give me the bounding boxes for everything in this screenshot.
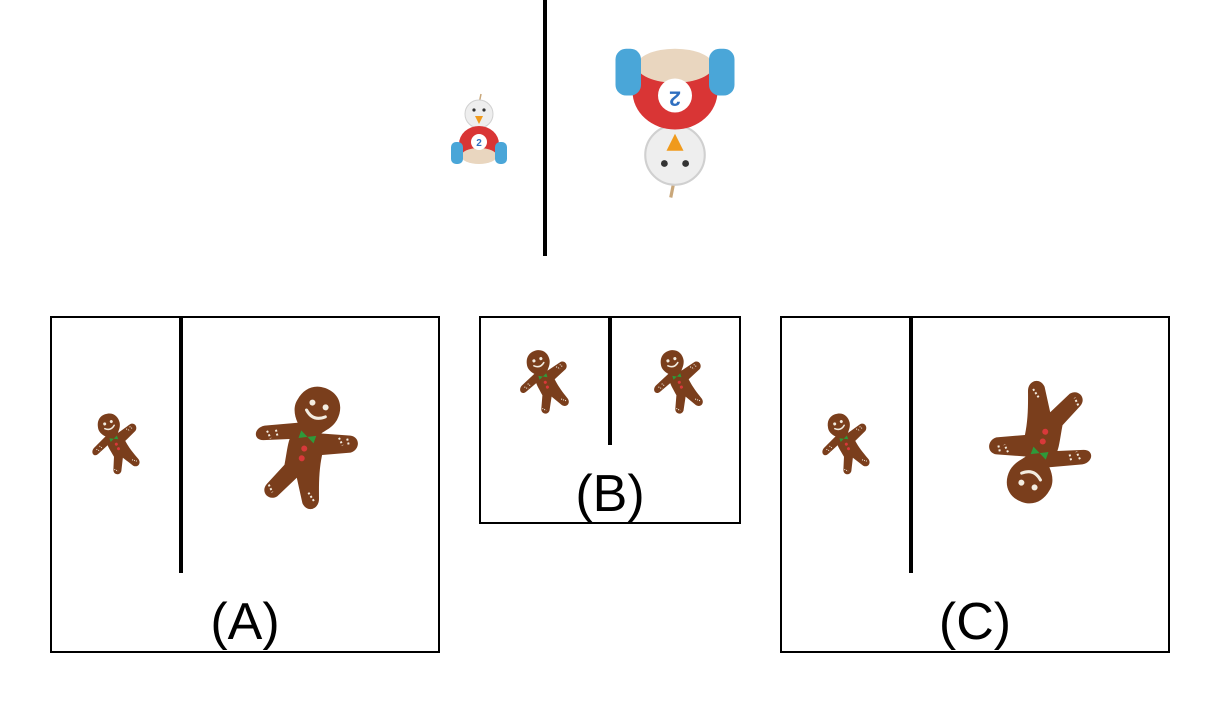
example-large-toy-icon: 2 [613, 47, 737, 200]
option-c-panel[interactable]: (C) [780, 316, 1170, 653]
option-b-panel[interactable]: (B) [479, 316, 741, 524]
option-a-large-gingerbread-icon [235, 369, 374, 522]
option-a-small-gingerbread-icon [80, 404, 151, 481]
example-large-number: 2 [669, 86, 681, 110]
option-c-large-gingerbread-icon [973, 368, 1112, 521]
option-a-panel[interactable]: (A) [50, 316, 440, 653]
option-c-divider [909, 318, 913, 573]
example-small-number: 2 [476, 138, 482, 149]
option-b-left-gingerbread-icon [509, 341, 580, 420]
option-a-label: (A) [210, 593, 280, 651]
option-b-divider [608, 318, 612, 445]
option-a-divider [179, 318, 183, 573]
example-small-toy-icon: 2 [450, 93, 508, 165]
example-divider [543, 0, 547, 256]
option-c-small-gingerbread-icon [810, 404, 881, 481]
option-c-label: (C) [938, 593, 1012, 651]
option-b-label: (B) [575, 465, 645, 523]
option-b-right-gingerbread-icon [643, 341, 714, 420]
